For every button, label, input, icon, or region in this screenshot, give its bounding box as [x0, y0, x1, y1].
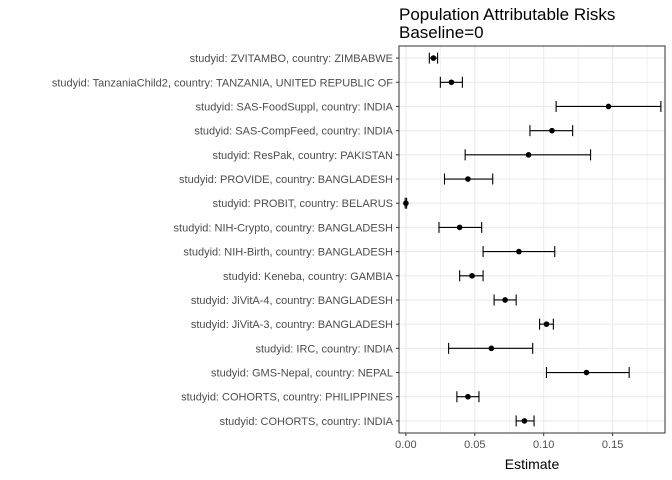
estimate-point [403, 200, 409, 207]
marks-layer [403, 52, 662, 427]
estimate-point [583, 369, 590, 376]
y-tick-label: studyid: SAS-CompFeed, country: INDIA [194, 126, 393, 138]
estimate-point [430, 55, 437, 61]
y-tick-label: studyid: JiVitA-3, country: BANGLADESH [191, 319, 393, 331]
estimate-point [488, 345, 495, 352]
x-tick-label: 0.10 [533, 439, 554, 451]
grid-layer [399, 46, 665, 433]
estimate-point [525, 152, 532, 158]
estimate-point [521, 418, 528, 424]
y-tick-label: studyid: Keneba, country: GAMBIA [223, 271, 394, 283]
y-tick-label: studyid: IRC, country: INDIA [255, 343, 393, 355]
y-tick-label: studyid: PROVIDE, country: BANGLADESH [179, 174, 393, 186]
x-axis-title: Estimate [505, 456, 560, 472]
estimate-point [465, 176, 471, 182]
estimate-point [456, 224, 463, 231]
y-tick-label: studyid: NIH-Birth, country: BANGLADESH [183, 247, 393, 259]
estimate-point [543, 321, 550, 327]
x-tick-label: 0.05 [464, 439, 485, 451]
axis-layer: studyid: ZVITAMBO, country: ZIMBABWE stud… [52, 53, 623, 451]
estimate-point [516, 248, 522, 255]
estimate-point [448, 79, 455, 86]
x-tick-label: 0.15 [602, 439, 623, 451]
panel-border [398, 45, 666, 434]
estimate-point [502, 297, 508, 303]
chart-subtitle: Baseline=0 [399, 23, 484, 42]
y-tick-label: studyid: ResPak, country: PAKISTAN [212, 150, 393, 162]
estimate-point [465, 393, 471, 400]
estimate-point [549, 127, 555, 134]
estimate-point [469, 272, 475, 279]
estimate-point [605, 103, 612, 110]
chart-title: Population Attributable Risks [399, 5, 616, 24]
x-tick-label: 0.00 [395, 439, 416, 451]
y-tick-label: studyid: TanzaniaChild2, country: TANZAN… [52, 77, 393, 89]
panel-background [399, 46, 665, 433]
y-tick-label: studyid: NIH-Crypto, country: BANGLADESH [174, 222, 394, 234]
y-tick-label: studyid: COHORTS, country: PHILIPPINES [181, 392, 393, 404]
y-tick-label: studyid: ZVITAMBO, country: ZIMBABWE [190, 53, 393, 65]
y-tick-label: studyid: COHORTS, country: INDIA [220, 416, 394, 428]
y-tick-label: studyid: PROBIT, country: BELARUS [213, 198, 393, 210]
y-tick-label: studyid: JiVitA-4, country: BANGLADESH [191, 295, 393, 307]
y-tick-label: studyid: SAS-FoodSuppl, country: INDIA [196, 101, 394, 113]
y-tick-label: studyid: GMS-Nepal, country: NEPAL [211, 368, 393, 380]
